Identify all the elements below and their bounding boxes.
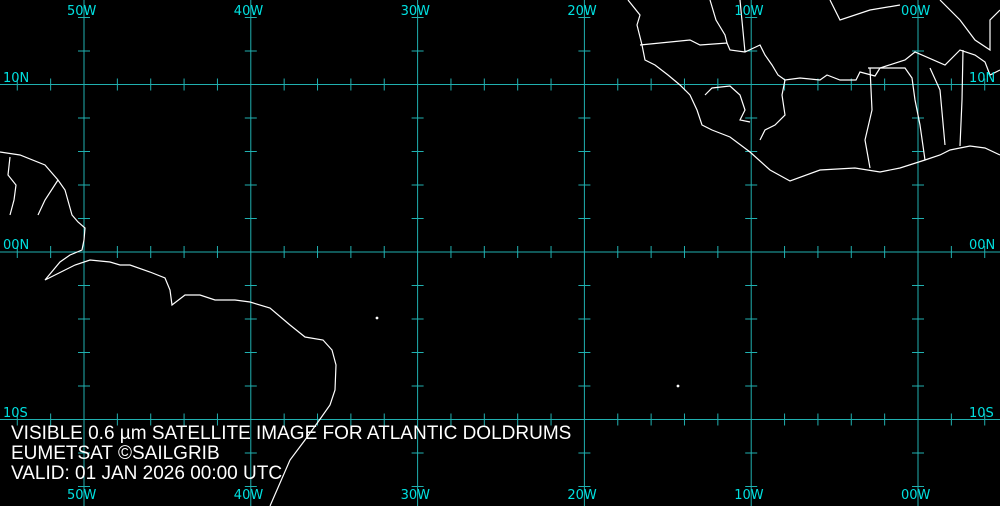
guiana-border [7,156,17,216]
guiana-border [37,179,59,216]
country-border [704,85,751,123]
country-border [639,39,1000,81]
longitude-label-bottom: 10W [734,488,764,503]
longitude-label-top: 40W [233,4,264,19]
south-america-coast [0,151,337,506]
latitude-label-right: 10S [969,405,994,421]
country-border [829,0,901,21]
longitude-label-bottom: 40W [233,488,264,503]
longitude-label-top: 50W [67,4,97,19]
country-border [959,49,964,147]
caption-title: VISIBLE 0.6 µm SATELLITE IMAGE FOR ATLAN… [11,423,572,444]
longitude-label-bottom: 20W [567,488,597,503]
country-border [739,0,746,53]
country-border [868,67,926,161]
latitude-label-right: 10N [969,70,996,86]
country-border [759,79,786,141]
caption-credit: EUMETSAT ©SAILGRIB [11,443,220,464]
latitude-label-left: 10N [3,70,30,86]
latitude-label-left: 00N [3,238,30,253]
country-border [939,0,1000,52]
longitude-label-bottom: 30W [400,488,430,503]
longitude-label-bottom: 50W [67,488,97,503]
island [676,384,680,388]
country-border [709,0,728,44]
latitude-label-right: 00N [969,238,996,253]
latitude-label-left: 10S [3,405,28,421]
country-border [864,67,873,169]
caption-valid-time: VALID: 01 JAN 2026 00:00 UTC [11,463,283,484]
island [375,316,379,320]
longitude-label-top: 20W [567,4,597,19]
africa-coast [627,0,1000,182]
longitude-label-top: 30W [400,4,430,19]
longitude-label-bottom: 00W [901,488,931,503]
longitude-label-top: 10W [734,4,764,19]
country-border [929,67,946,146]
longitude-label-top: 00W [901,4,931,19]
